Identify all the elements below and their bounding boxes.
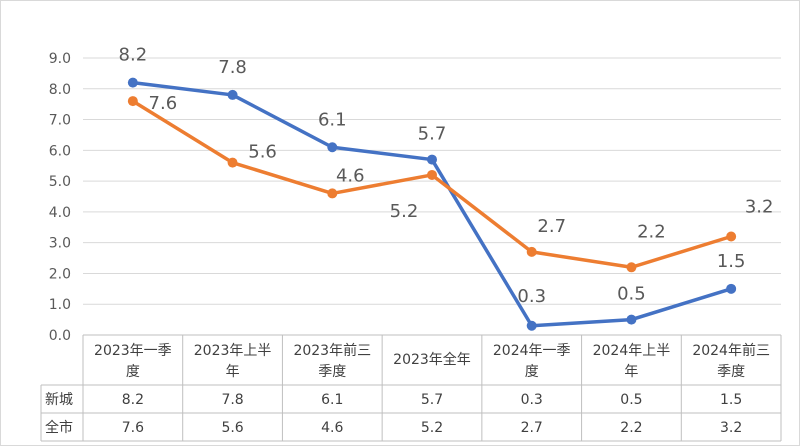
category-label: 2023年前三: [293, 342, 371, 359]
table-cell: 5.2: [421, 420, 443, 436]
data-point-全市: [626, 262, 637, 273]
data-label-新城: 5.7: [418, 124, 447, 145]
table-row-header: 新城: [45, 392, 73, 408]
table-cell: 3.2: [720, 420, 742, 436]
category-label: 2024年上半: [593, 343, 671, 359]
y-tick-label: 4.0: [49, 205, 71, 221]
data-label-新城: 0.5: [617, 284, 646, 305]
data-point-新城: [626, 314, 637, 325]
data-label-新城: 1.5: [717, 251, 746, 272]
table-cell: 6.1: [321, 392, 343, 408]
category-label: 2024年一季: [493, 343, 571, 359]
category-label: 2023年全年: [393, 351, 471, 368]
y-tick-label: 1.0: [49, 297, 71, 313]
category-label: 度: [525, 364, 539, 380]
data-label-全市: 2.7: [537, 216, 566, 237]
table-cell: 2.7: [521, 420, 543, 436]
data-label-新城: 0.3: [517, 286, 546, 307]
data-point-全市: [227, 157, 238, 168]
data-label-全市: 2.2: [637, 221, 666, 242]
category-label: 2023年上半: [194, 343, 272, 359]
table-cell: 7.8: [221, 392, 243, 408]
data-label-新城: 6.1: [318, 109, 347, 130]
data-point-全市: [726, 231, 737, 242]
category-label: 2024年前三: [692, 342, 770, 359]
category-label: 2023年一季: [94, 343, 172, 359]
table-cell: 5.6: [221, 420, 243, 436]
data-point-新城: [427, 154, 437, 165]
category-label: 年: [226, 364, 240, 380]
category-label: 季度: [318, 364, 346, 380]
data-label-新城: 8.2: [119, 45, 148, 66]
data-label-全市: 5.2: [390, 201, 419, 222]
y-tick-label: 8.0: [49, 82, 71, 98]
data-point-新城: [526, 320, 537, 331]
table-cell: 0.3: [521, 392, 543, 408]
data-point-新城: [327, 142, 338, 153]
data-point-新城: [127, 77, 138, 88]
table-cell: 1.5: [720, 392, 742, 408]
category-label: 度: [126, 364, 140, 380]
data-point-新城: [227, 89, 238, 100]
data-label-全市: 5.6: [248, 142, 277, 163]
table-cell: 4.6: [321, 420, 343, 436]
y-tick-label: 5.0: [49, 174, 71, 190]
data-label-全市: 3.2: [745, 197, 774, 218]
y-tick-label: 0.0: [49, 328, 71, 344]
data-label-新城: 7.8: [218, 57, 247, 78]
data-point-全市: [526, 246, 537, 257]
table-cell: 2.2: [620, 420, 642, 436]
data-point-新城: [726, 283, 737, 294]
table-cell: 8.2: [122, 392, 144, 408]
table-cell: 5.7: [421, 392, 443, 408]
y-tick-label: 7.0: [49, 113, 71, 129]
y-tick-label: 6.0: [49, 143, 71, 159]
y-tick-label: 3.0: [49, 236, 71, 252]
data-point-全市: [127, 96, 138, 107]
y-tick-label: 2.0: [49, 266, 71, 282]
table-cell: 7.6: [122, 420, 144, 436]
y-tick-label: 9.0: [49, 51, 71, 67]
data-point-全市: [427, 169, 437, 180]
category-label: 季度: [717, 364, 745, 380]
data-label-全市: 7.6: [149, 93, 178, 114]
data-point-全市: [327, 188, 338, 199]
data-label-全市: 4.6: [336, 165, 365, 186]
table-cell: 0.5: [620, 392, 642, 408]
category-label: 年: [624, 364, 638, 380]
table-row-header: 全市: [45, 419, 73, 436]
